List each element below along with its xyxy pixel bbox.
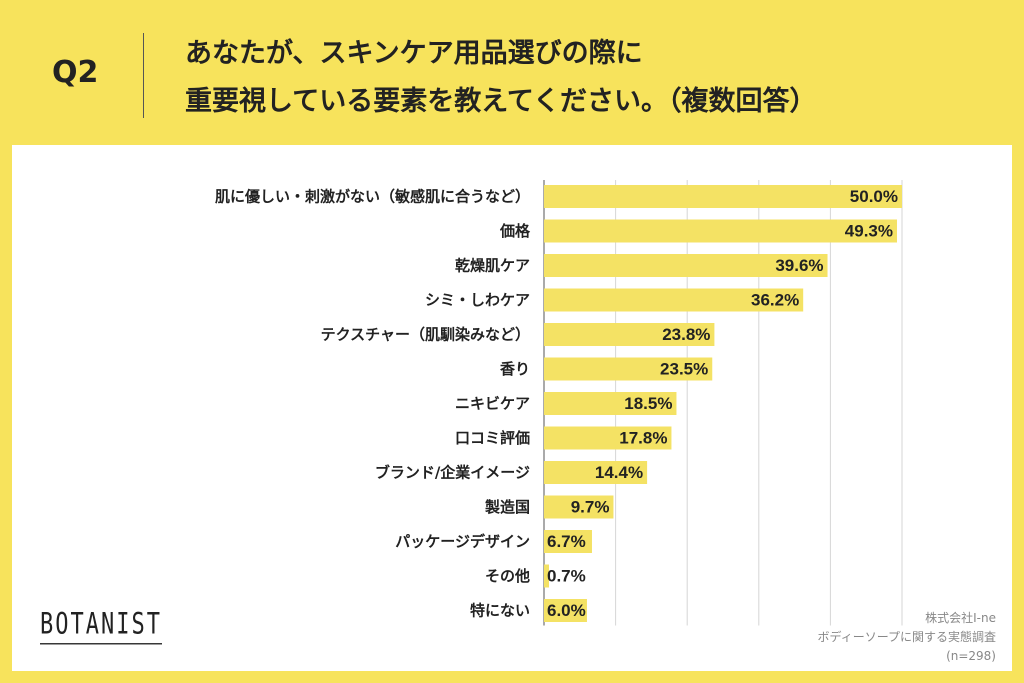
bar (544, 530, 592, 553)
data-label: 23.8% (662, 325, 710, 344)
data-label: 17.8% (619, 429, 667, 448)
header: Q2 あなたが、スキンケア用品選びの際に 重要視している要素を教えてください。（… (0, 0, 1024, 145)
data-label: 50.0% (850, 187, 898, 206)
data-label: 0.7% (547, 567, 586, 586)
data-label: 23.5% (660, 360, 708, 379)
data-label: 14.4% (595, 463, 643, 482)
category-label: 特にない (470, 602, 530, 620)
bar (544, 219, 897, 243)
data-label: 9.7% (571, 498, 610, 517)
data-label: 39.6% (775, 256, 823, 275)
bar (544, 288, 804, 312)
source-survey: ボディーソープに関する実態調査 (817, 630, 996, 644)
botanist-logo: BOTANIST (40, 608, 162, 645)
data-label: 6.0% (547, 601, 586, 620)
question-title-line1: あなたが、スキンケア用品選びの際に (185, 38, 643, 69)
source-note: 株式会社I-ne ボディーソープに関する実態調査 (n=298) (818, 609, 996, 666)
bar (544, 323, 715, 346)
chart-panel: 肌に優しい・刺激がない（敏感肌に合うなど） 50.0% 価格 49.3% 乾燥肌ケア 39… (12, 145, 1012, 671)
bar (544, 254, 828, 277)
category-label: シミ・しわケア (425, 291, 530, 309)
bar (544, 599, 587, 622)
bar (544, 461, 648, 484)
question-number: Q2 (52, 55, 99, 90)
data-label: 49.3% (845, 222, 893, 241)
data-label: 18.5% (624, 394, 672, 413)
bar (544, 495, 614, 519)
bar (544, 426, 672, 450)
bar (544, 392, 677, 415)
bar (544, 185, 902, 208)
category-label: 製造国 (484, 498, 530, 516)
category-label: 乾燥肌ケア (455, 257, 530, 275)
source-company: 株式会社I-ne (925, 611, 996, 625)
question-title-line2: 重要視している要素を教えてください。（複数回答） (185, 86, 817, 117)
header-divider (143, 33, 144, 118)
data-label: 36.2% (751, 291, 799, 310)
question-title: あなたが、スキンケア用品選びの際に 重要視している要素を教えてください。（複数回… (185, 30, 817, 126)
category-label: 肌に優しい・刺激がない（敏感肌に合うなど） (215, 188, 530, 206)
category-label: ブランド/企業イメージ (375, 464, 530, 482)
category-label: 価格 (499, 222, 531, 240)
bar (544, 564, 550, 588)
category-label: 香り (500, 360, 530, 378)
bar (544, 357, 713, 381)
category-label: テクスチャー（肌馴染みなど） (321, 326, 530, 344)
category-label: 口コミ評価 (455, 429, 530, 447)
source-sample-size: (n=298) (946, 649, 996, 663)
data-label: 6.7% (547, 532, 586, 551)
category-label: ニキビケア (455, 395, 530, 413)
category-label: パッケージデザイン (395, 533, 530, 551)
category-label: その他 (485, 567, 530, 585)
bar-chart: 肌に優しい・刺激がない（敏感肌に合うなど） 50.0% 価格 49.3% 乾燥肌ケア 39… (215, 180, 903, 626)
